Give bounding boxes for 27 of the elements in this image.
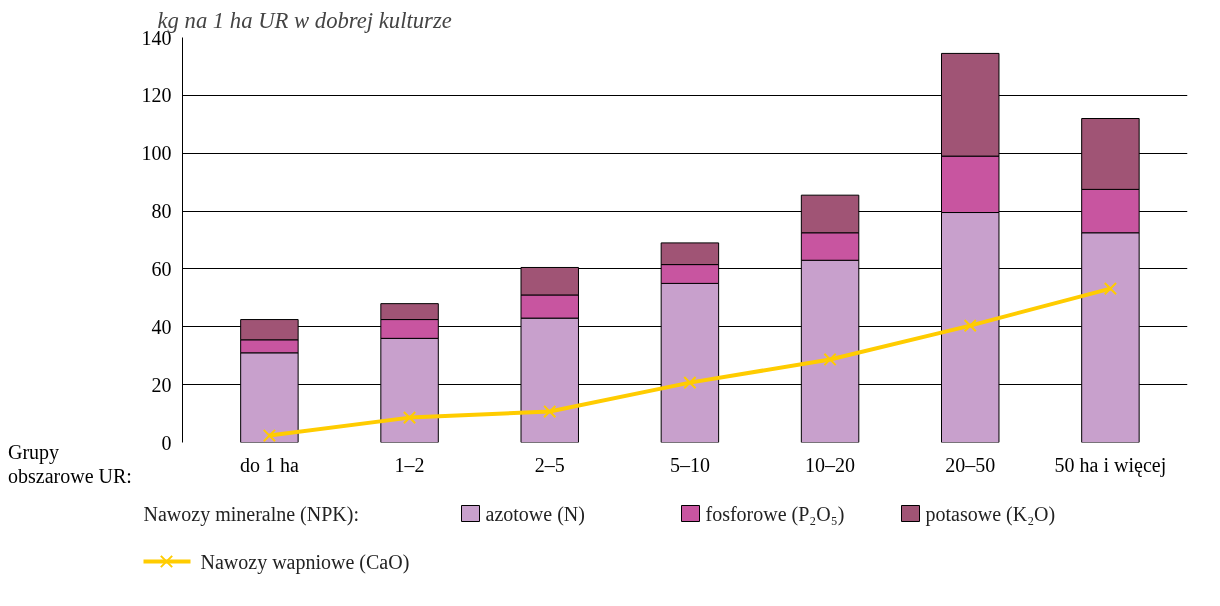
point (963, 318, 977, 333)
text: Grupy obszarowe UR: (8, 440, 132, 488)
x-tick-label: 1–2 (394, 453, 425, 476)
point (402, 410, 417, 425)
x-tick-label: 2–5 (534, 453, 565, 476)
y-tick-label: 20 (151, 373, 172, 396)
legend-title: Nawozy mineralne (NPK): (143, 502, 359, 526)
x-tick-label: 5–10 (669, 453, 710, 476)
x-tick-label: 20–50 (945, 453, 996, 476)
y-tick-label: 120 (141, 84, 172, 107)
y-tick-label: 100 (141, 142, 172, 165)
x-tick-label: 10–20 (805, 453, 856, 476)
y-tick-label: 60 (151, 257, 172, 280)
x-tick-label: do 1 ha (239, 453, 299, 476)
point (823, 352, 837, 367)
point (262, 428, 277, 443)
legend-label: azotowe (N) (485, 502, 585, 526)
y-tick-label: 80 (151, 200, 172, 223)
y-tick-label: 40 (151, 315, 172, 338)
point (543, 404, 557, 419)
x-tick-label: 50 ha i więcej (1054, 453, 1167, 477)
legend-label: potasowe (K₂O) (925, 502, 1056, 526)
legend-label: Nawozy wapniowe (CaO) (200, 550, 410, 574)
y-tick-label: 0 (161, 431, 172, 454)
point (683, 375, 697, 390)
point (1103, 281, 1118, 296)
legend-label: fosforowe (P₂O₅) (705, 502, 845, 526)
